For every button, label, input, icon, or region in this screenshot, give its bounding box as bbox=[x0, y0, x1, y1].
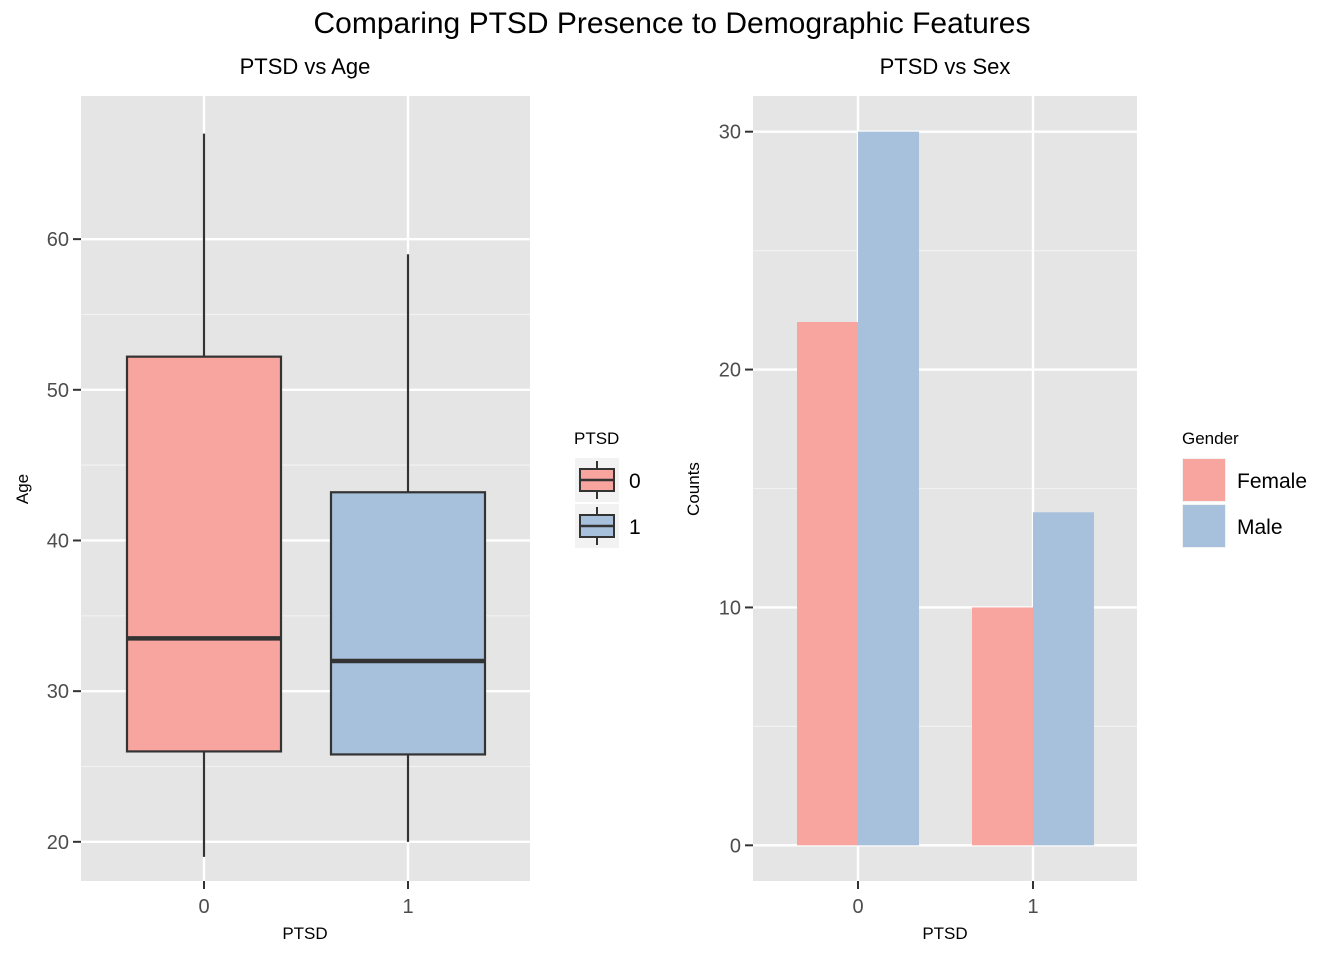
age-y-tick-label: 20 bbox=[47, 832, 69, 854]
age-axes: 20 30 40 50 60 0 1 bbox=[47, 229, 414, 918]
age-y-tick-label: 40 bbox=[47, 530, 69, 552]
bar-male-ptsd-1 bbox=[1033, 512, 1094, 846]
age-y-tick-label: 50 bbox=[47, 380, 69, 402]
figure-title: Comparing PTSD Presence to Demographic F… bbox=[314, 7, 1031, 40]
sex-y-tick-label: 10 bbox=[719, 597, 741, 619]
gender-legend-keys: Female Male bbox=[1182, 458, 1307, 548]
age-y-tick-label: 30 bbox=[47, 681, 69, 703]
gender-legend-label: Female bbox=[1237, 470, 1307, 493]
age-boxes bbox=[125, 133, 487, 857]
ptsd-legend: PTSD 01 bbox=[574, 429, 641, 548]
sex-x-tick-label: 1 bbox=[1027, 896, 1038, 918]
age-x-tick-label: 1 bbox=[402, 896, 413, 918]
age-y-tick-label: 60 bbox=[47, 229, 69, 251]
gender-legend-swatch bbox=[1183, 459, 1225, 501]
box-ptsd-1-box bbox=[329, 491, 487, 756]
sex-y-axis-label: Counts bbox=[684, 462, 703, 516]
sex-y-tick-label: 20 bbox=[719, 360, 741, 382]
age-x-tick-label: 0 bbox=[198, 896, 209, 918]
sex-y-tick-label: 0 bbox=[730, 835, 741, 857]
age-x-axis-label: PTSD bbox=[282, 924, 327, 943]
ptsd-legend-label: 1 bbox=[629, 516, 641, 539]
sex-x-tick-label: 0 bbox=[852, 896, 863, 918]
bar-female-ptsd-1 bbox=[972, 607, 1033, 846]
age-y-axis-label: Age bbox=[13, 474, 32, 504]
ptsd-legend-keys: 01 bbox=[575, 458, 641, 548]
gender-legend-label: Male bbox=[1237, 516, 1283, 539]
sex-axes: 0 10 20 30 0 1 bbox=[719, 122, 1039, 918]
gender-legend-swatch bbox=[1183, 505, 1225, 547]
ptsd-legend-title: PTSD bbox=[574, 429, 619, 448]
sex-y-tick-label: 30 bbox=[719, 122, 741, 144]
box-ptsd-0-box bbox=[125, 355, 283, 753]
bar-male-ptsd-0 bbox=[858, 131, 919, 846]
sex-bars bbox=[797, 131, 1094, 846]
gender-legend-title: Gender bbox=[1182, 429, 1239, 448]
gender-legend: Gender Female Male bbox=[1182, 429, 1307, 548]
bar-female-ptsd-0 bbox=[797, 321, 858, 846]
sex-panel-title: PTSD vs Sex bbox=[880, 54, 1011, 79]
age-panel-title: PTSD vs Age bbox=[240, 54, 371, 79]
sex-x-axis-label: PTSD bbox=[922, 924, 967, 943]
sex-barchart-panel: PTSD vs Sex 0 10 20 30 0 1 PTSD Counts Gender… bbox=[684, 54, 1307, 943]
ptsd-legend-label: 0 bbox=[629, 470, 641, 493]
